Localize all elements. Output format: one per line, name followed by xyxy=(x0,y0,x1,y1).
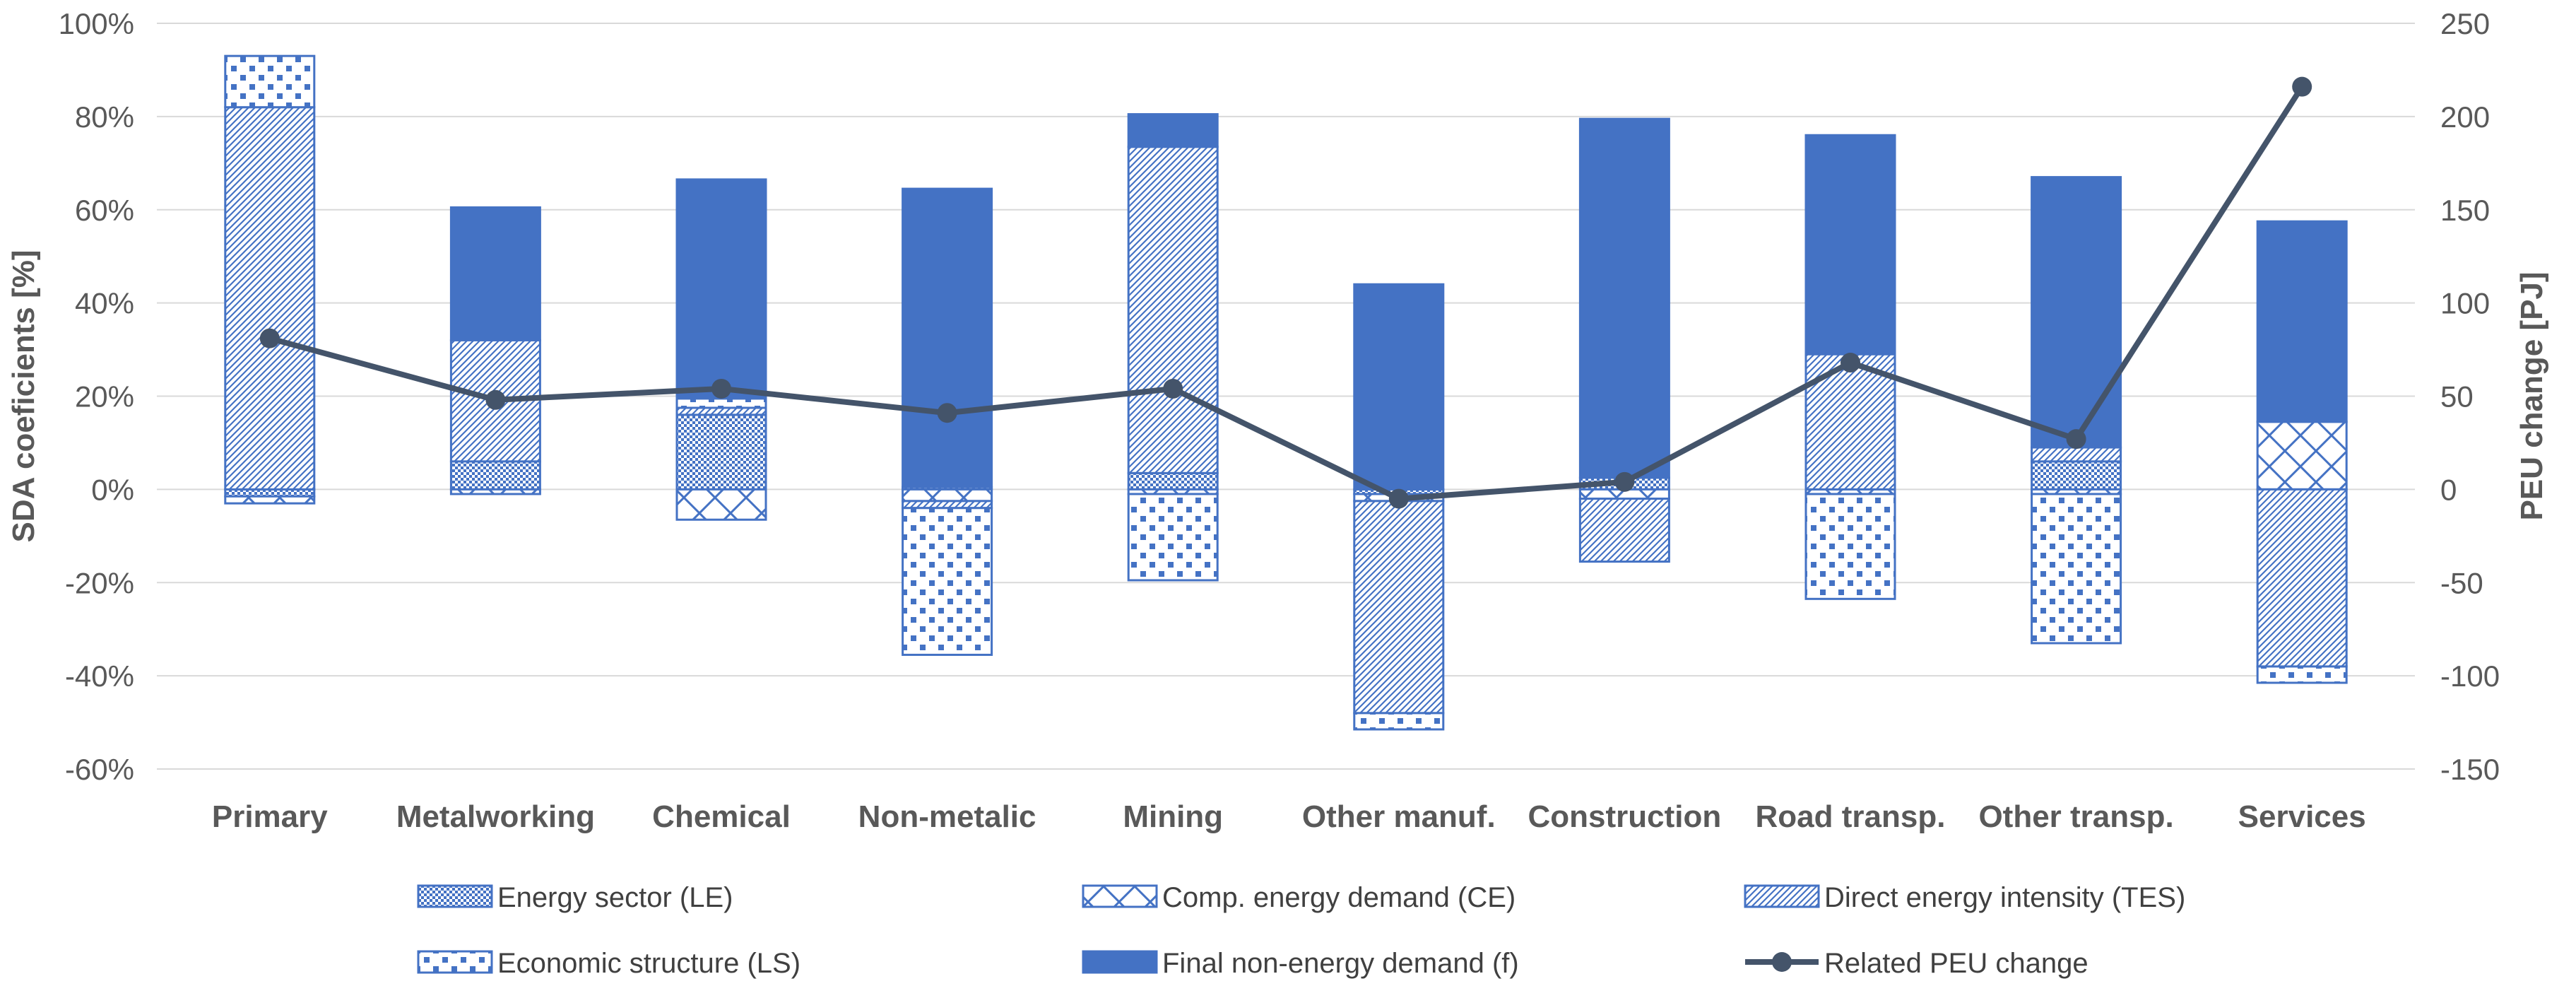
y-left-tick-label: -60% xyxy=(65,753,134,786)
legend-swatch xyxy=(417,884,493,908)
bar-segment xyxy=(1804,134,1896,356)
x-category-label: Other transp. xyxy=(1978,799,2173,834)
bar-segment xyxy=(1353,712,1445,731)
peu-change-point xyxy=(2066,429,2086,450)
x-category-label: Non-metalic xyxy=(858,799,1036,834)
bar-segment xyxy=(675,488,767,521)
stacked-bars xyxy=(224,54,2348,731)
legend-label: Economic structure (LS) xyxy=(497,948,800,979)
legend: Energy sector (LE) Comp. energy demand (C… xyxy=(417,882,2185,979)
peu-change-point xyxy=(485,389,506,410)
peu-change-line xyxy=(268,85,2305,502)
y-right-axis-title: PEU change [PJ] xyxy=(2515,271,2549,520)
y-left-tick-label: 80% xyxy=(75,100,134,134)
peu-change-point xyxy=(1163,378,1183,399)
bar-segment xyxy=(1804,493,1896,600)
y-left-tick-label: -40% xyxy=(65,659,134,693)
legend-label: Direct energy intensity (TES) xyxy=(1824,882,2185,913)
bar-segment xyxy=(449,460,541,491)
bar-segment xyxy=(2031,176,2122,449)
bar-segment xyxy=(1353,500,1445,715)
bar-segment xyxy=(2031,493,2122,645)
bar-segment xyxy=(224,106,316,491)
bar-segment xyxy=(675,397,767,409)
x-category-label: Construction xyxy=(1528,799,1722,834)
x-category-label: Chemical xyxy=(652,799,791,834)
bar-segment xyxy=(2256,421,2348,491)
x-category-label: Other manuf. xyxy=(1302,799,1496,834)
peu-change-point xyxy=(1614,471,1635,492)
y-left-tick-label: 20% xyxy=(75,380,134,413)
y-right-tick-label: -100 xyxy=(2440,659,2500,693)
bar-segment xyxy=(902,187,993,488)
peu-change-point xyxy=(1388,488,1409,509)
legend-label: Energy sector (LE) xyxy=(497,882,733,913)
bar-segment xyxy=(2031,460,2122,491)
x-category-label: Primary xyxy=(212,799,328,834)
y-left-tick-label: -20% xyxy=(65,566,134,599)
bar-segment xyxy=(1127,113,1219,148)
y-left-tick-label: 0% xyxy=(91,473,134,506)
x-category-label: Services xyxy=(2238,799,2366,834)
bar-segment xyxy=(1127,471,1219,491)
bar-segment xyxy=(675,413,767,491)
bar-segment xyxy=(902,507,993,656)
x-category-label: Road transp. xyxy=(1756,799,1946,834)
x-category-label: Mining xyxy=(1123,799,1223,834)
peu-line xyxy=(259,76,2312,509)
bar-segment xyxy=(2031,446,2122,463)
y-right-tick-label: -150 xyxy=(2440,753,2500,786)
legend-line-marker xyxy=(1772,952,1792,972)
bar-segment xyxy=(1578,117,1670,479)
legend-swatch xyxy=(1082,950,1158,974)
y-left-tick-label: 60% xyxy=(75,194,134,227)
legend-label: Comp. energy demand (CE) xyxy=(1162,882,1516,913)
y-right-tick-label: 250 xyxy=(2440,7,2490,40)
y-right-tick-label: -50 xyxy=(2440,566,2483,599)
bar-segment xyxy=(2256,665,2348,684)
y-left-tick-label: 100% xyxy=(59,7,134,40)
y-left-tick-label: 40% xyxy=(75,287,134,320)
legend-label: Final non-energy demand (f) xyxy=(1162,948,1519,979)
y-right-tick-label: 0 xyxy=(2440,473,2457,506)
bar-segment xyxy=(1127,146,1219,474)
bar-segment xyxy=(449,206,541,341)
peu-change-point xyxy=(259,328,280,348)
peu-change-point xyxy=(937,403,957,423)
y-right-tick-label: 100 xyxy=(2440,287,2490,320)
bar-segment xyxy=(1127,493,1219,582)
y-right-tick-label: 50 xyxy=(2440,380,2474,413)
legend-label: Related PEU change xyxy=(1824,948,2088,979)
bar-segment xyxy=(2256,220,2348,423)
bar-segment xyxy=(2256,488,2348,668)
x-category-label: Metalworking xyxy=(396,799,595,834)
peu-change-point xyxy=(2292,76,2312,97)
y-right-tick-label: 200 xyxy=(2440,100,2490,134)
bar-segment xyxy=(1353,283,1445,491)
bar-segment xyxy=(1578,498,1670,563)
bar-segment xyxy=(224,495,316,505)
axes: -60% -40% -20% 0% 20% 40% 60% 80% 100% -150 -100 -5… xyxy=(6,7,2549,834)
legend-swatch xyxy=(417,950,493,974)
bar-segment xyxy=(449,488,541,495)
bar-segment xyxy=(224,54,316,109)
legend-swatch xyxy=(1744,884,1820,908)
peu-change-point xyxy=(711,378,731,399)
y-right-tick-label: 150 xyxy=(2440,194,2490,227)
legend-swatch xyxy=(1082,884,1158,908)
bar-segment xyxy=(675,178,767,400)
bar-segment xyxy=(902,488,993,503)
y-left-axis-title: SDA coeficients [%] xyxy=(6,250,41,542)
peu-change-point xyxy=(1841,353,1860,373)
